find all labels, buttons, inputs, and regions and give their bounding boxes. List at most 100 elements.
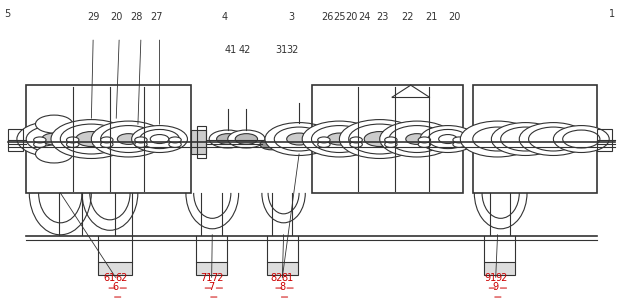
Text: 20: 20 <box>346 12 358 22</box>
Circle shape <box>228 130 265 148</box>
Text: 32: 32 <box>287 45 299 55</box>
Text: 29: 29 <box>87 12 100 22</box>
Circle shape <box>34 141 46 147</box>
Text: 3: 3 <box>288 12 295 22</box>
Circle shape <box>406 134 428 144</box>
Circle shape <box>150 135 169 143</box>
Circle shape <box>350 141 363 147</box>
Circle shape <box>169 137 181 143</box>
Circle shape <box>340 120 420 159</box>
Circle shape <box>17 121 92 157</box>
Circle shape <box>131 126 188 153</box>
Circle shape <box>350 137 363 143</box>
Text: 4: 4 <box>222 12 228 22</box>
Bar <box>312 85 464 193</box>
Text: 25: 25 <box>333 12 346 22</box>
Circle shape <box>135 137 147 143</box>
Bar <box>484 262 515 275</box>
Circle shape <box>287 133 312 145</box>
Circle shape <box>473 127 522 151</box>
Text: 42: 42 <box>239 45 251 55</box>
Circle shape <box>563 130 600 148</box>
Text: 61: 61 <box>104 273 116 283</box>
Circle shape <box>26 126 82 153</box>
Text: 72: 72 <box>211 273 224 283</box>
Circle shape <box>380 121 454 157</box>
Circle shape <box>384 137 397 143</box>
Bar <box>98 262 131 275</box>
Circle shape <box>92 121 166 157</box>
Circle shape <box>460 121 535 157</box>
Circle shape <box>235 134 257 144</box>
Bar <box>597 129 612 151</box>
Circle shape <box>364 132 395 146</box>
Circle shape <box>76 132 107 146</box>
Text: 28: 28 <box>130 12 143 22</box>
Text: 26: 26 <box>321 12 333 22</box>
Text: 31: 31 <box>275 45 288 55</box>
Bar <box>473 85 597 193</box>
Circle shape <box>553 126 609 153</box>
Text: 6: 6 <box>112 282 118 292</box>
Circle shape <box>420 126 476 153</box>
Circle shape <box>135 141 147 147</box>
Text: 5: 5 <box>4 9 11 19</box>
Text: 71: 71 <box>200 273 212 283</box>
Circle shape <box>60 124 122 154</box>
Bar <box>26 85 191 193</box>
Circle shape <box>51 120 131 159</box>
Circle shape <box>318 141 330 147</box>
Text: 1: 1 <box>609 9 616 19</box>
Circle shape <box>209 130 246 148</box>
Bar <box>197 126 206 159</box>
Text: 7: 7 <box>209 282 215 292</box>
Circle shape <box>492 123 559 156</box>
Circle shape <box>169 141 181 147</box>
Circle shape <box>67 141 79 147</box>
Text: 82: 82 <box>270 273 283 283</box>
Text: 41: 41 <box>225 45 237 55</box>
Text: 91: 91 <box>484 273 497 283</box>
Circle shape <box>327 133 352 145</box>
Text: 20: 20 <box>448 12 460 22</box>
Circle shape <box>453 141 465 147</box>
Circle shape <box>418 137 430 143</box>
Circle shape <box>260 139 282 150</box>
Circle shape <box>349 124 411 154</box>
Circle shape <box>453 137 465 143</box>
Circle shape <box>520 123 587 156</box>
Circle shape <box>389 126 445 153</box>
Text: 62: 62 <box>115 273 127 283</box>
Circle shape <box>101 137 113 143</box>
Bar <box>267 262 298 275</box>
Circle shape <box>34 137 46 143</box>
Text: 27: 27 <box>150 12 163 22</box>
Bar <box>191 130 206 154</box>
Circle shape <box>272 139 295 150</box>
Circle shape <box>67 137 79 143</box>
Circle shape <box>101 126 156 153</box>
Text: 22: 22 <box>401 12 414 22</box>
Circle shape <box>312 126 368 153</box>
Text: 8: 8 <box>279 282 285 292</box>
Bar <box>196 262 227 275</box>
Circle shape <box>36 145 73 163</box>
Bar <box>7 129 23 151</box>
Circle shape <box>42 133 67 145</box>
Text: 92: 92 <box>495 273 508 283</box>
Circle shape <box>501 127 550 151</box>
Text: 21: 21 <box>425 12 437 22</box>
Circle shape <box>140 130 179 149</box>
Circle shape <box>302 121 377 157</box>
Circle shape <box>318 137 330 143</box>
Circle shape <box>528 127 578 151</box>
Circle shape <box>384 141 397 147</box>
Text: 20: 20 <box>110 12 122 22</box>
Circle shape <box>418 141 430 147</box>
Text: 24: 24 <box>359 12 371 22</box>
Text: 23: 23 <box>376 12 388 22</box>
Text: 81: 81 <box>282 273 294 283</box>
Circle shape <box>217 134 239 144</box>
Circle shape <box>117 134 140 144</box>
Circle shape <box>36 115 73 133</box>
